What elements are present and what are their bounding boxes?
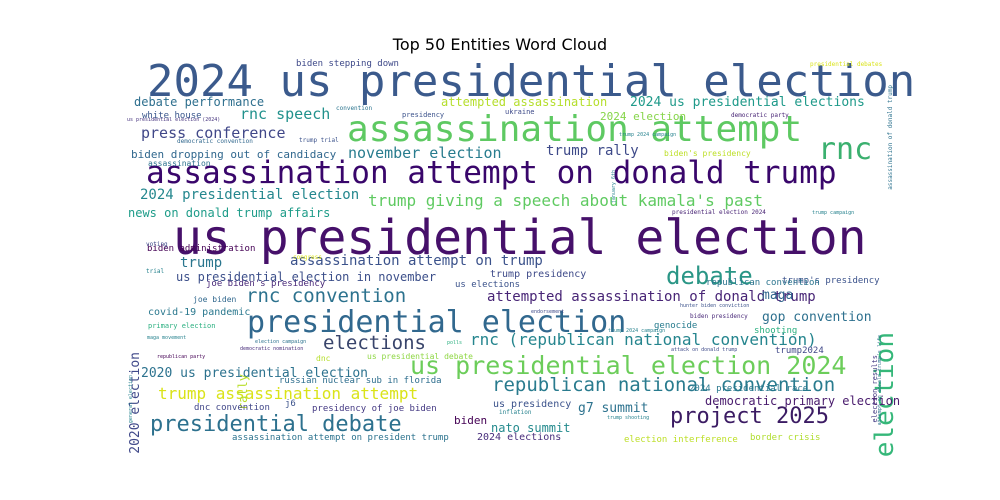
word-cloud-word: biden dropping out of candidacy (131, 148, 337, 161)
word-cloud-word: election campaign (255, 339, 307, 345)
word-cloud-word: presidential debates (810, 61, 883, 68)
word-cloud-word: presidential election (247, 305, 627, 340)
word-cloud-word: border crisis (750, 433, 821, 443)
word-cloud-word: attempted assassination (441, 95, 608, 109)
word-cloud-word: assassination attempt (347, 109, 803, 150)
word-cloud-word: assassination attempt on donald trump (146, 155, 837, 191)
word-cloud-word: rnc (818, 132, 873, 167)
word-cloud-word: us presidency (493, 399, 572, 410)
word-cloud-word: russian nuclear sub in florida (279, 376, 442, 386)
word-cloud-word: maga movement (147, 335, 187, 341)
word-cloud-word: j6 (285, 399, 296, 409)
word-cloud-word: assassination attempt on trump (290, 253, 543, 269)
word-cloud-word: covid-19 pandemic (148, 307, 251, 318)
word-cloud-word: press conference (141, 124, 286, 142)
word-cloud-word: nato summit (491, 421, 571, 435)
word-cloud-word: democratic primary election (705, 394, 901, 408)
word-cloud-word: attempted assassination of donald trump (487, 289, 816, 305)
word-cloud-word: convention (336, 105, 373, 112)
word-cloud-word: republican convention (706, 278, 820, 288)
word-cloud-word: endorsement (531, 309, 565, 315)
word-cloud-word: ukraine (505, 108, 535, 116)
word-cloud-word: rnc (republican national convention) (470, 330, 817, 349)
word-cloud-word: genocide (654, 321, 698, 331)
word-cloud-word: republican national convention (492, 374, 836, 396)
word-cloud-word: trump presidency (490, 269, 587, 280)
word-cloud-canvas: 2024 us presidential election us presiden… (125, 59, 915, 457)
word-cloud-word: rnc speech (240, 105, 331, 123)
word-cloud-word: trump 2024 campaign (608, 328, 666, 334)
word-cloud-word: us presidential election in november (176, 270, 437, 284)
word-cloud-word: trump 2024 campaign (619, 132, 677, 138)
word-cloud-word: polls (447, 340, 463, 346)
word-cloud-word: biden administration (147, 244, 256, 254)
word-cloud-word: us presidential election (2024) (127, 117, 221, 123)
word-cloud-word: presidency of joe biden (312, 404, 437, 414)
word-cloud-word: trump's presidency (782, 276, 880, 286)
word-cloud-word: trump shooting (607, 415, 650, 421)
word-cloud-word: biden stepping down (296, 59, 399, 69)
word-cloud-word: 2020 us presidential election (141, 366, 368, 381)
word-cloud-word: presidency (402, 111, 445, 119)
word-cloud-word: biden's presidency (664, 149, 751, 158)
word-cloud-word: democratic convention (177, 138, 253, 145)
word-cloud-word: republican party (157, 354, 206, 360)
word-cloud-word: trial (146, 268, 165, 275)
word-cloud-word: presidential election 2024 (672, 209, 766, 216)
word-cloud-word: elections (323, 332, 426, 354)
word-cloud-word: election interference (624, 435, 738, 445)
word-cloud-word: november election (348, 144, 502, 162)
word-cloud-word: biden (454, 414, 488, 427)
word-cloud-word: trump campaign (812, 210, 855, 216)
word-cloud-word: trump assassination attempt (158, 384, 419, 403)
word-cloud-word: shooting (754, 326, 798, 336)
word-cloud-word: inflation (499, 409, 532, 416)
word-cloud-word: trump (180, 255, 223, 271)
word-cloud-word: trump2024 (775, 346, 824, 356)
word-cloud-word: maga (762, 288, 794, 303)
word-cloud-word: trump trial (299, 137, 339, 144)
word-cloud-word: dnc convention (194, 403, 270, 413)
word-cloud-word: 2024 us presidential election (147, 56, 916, 107)
word-cloud-word: rnc convention (246, 285, 407, 307)
word-cloud-word: democratic nomination (240, 346, 304, 352)
word-cloud-word: news on donald trump affairs (128, 206, 331, 220)
word-cloud-word: project 2025 (670, 404, 829, 429)
word-cloud-word: primary election (148, 322, 216, 330)
word-cloud-word: us presidential election (173, 210, 867, 266)
word-cloud-word: voting (146, 241, 168, 248)
word-cloud-word: 2024 election (600, 110, 687, 123)
word-cloud-word: attempt on donald trump's life (877, 335, 883, 426)
word-cloud-word: us presidential debate (367, 352, 473, 361)
word-cloud-word: 2024 us presidential elections (630, 95, 865, 110)
chart-title: Top 50 Entities Word Cloud (392, 35, 608, 54)
word-cloud-word: dnc (316, 354, 331, 363)
word-cloud-word: january 6th (611, 170, 617, 204)
word-cloud-word: gop convention (762, 310, 872, 325)
word-cloud-word: 2024 elections (477, 432, 562, 443)
word-cloud-word: joe biden (193, 295, 237, 304)
word-cloud-word: trump rally (546, 143, 639, 159)
word-cloud-word: attack on donald trump (671, 347, 738, 353)
word-cloud-word: debate performance (134, 95, 265, 109)
word-cloud-word: us elections (455, 280, 521, 290)
word-cloud-word: hunter biden conviction (680, 303, 750, 309)
word-cloud-word: democratic party (731, 112, 789, 119)
word-cloud-word: presidential debate (150, 412, 402, 437)
word-cloud-word: congress (293, 254, 322, 261)
word-cloud-word: trump giving a speech about kamala's pas… (368, 191, 763, 210)
word-cloud-word: 2024 presidential race (689, 384, 809, 394)
word-cloud-word: assassination of donald trump (887, 85, 894, 190)
word-cloud-word: 2024 presidential election (140, 187, 360, 203)
word-cloud-word: debate (666, 262, 753, 290)
word-cloud-word: g7 summit (578, 401, 649, 416)
word-cloud-word: joe biden's presidency (206, 279, 326, 289)
word-cloud-word: biden presidency (690, 313, 748, 320)
word-cloud-word: white house (142, 111, 202, 121)
word-cloud-word: us presidential election 2024 (410, 351, 847, 380)
word-cloud-word: general election (128, 375, 134, 424)
word-cloud-word: assassination attempt on president trump (232, 433, 449, 443)
word-cloud-word: assassination (148, 159, 211, 168)
